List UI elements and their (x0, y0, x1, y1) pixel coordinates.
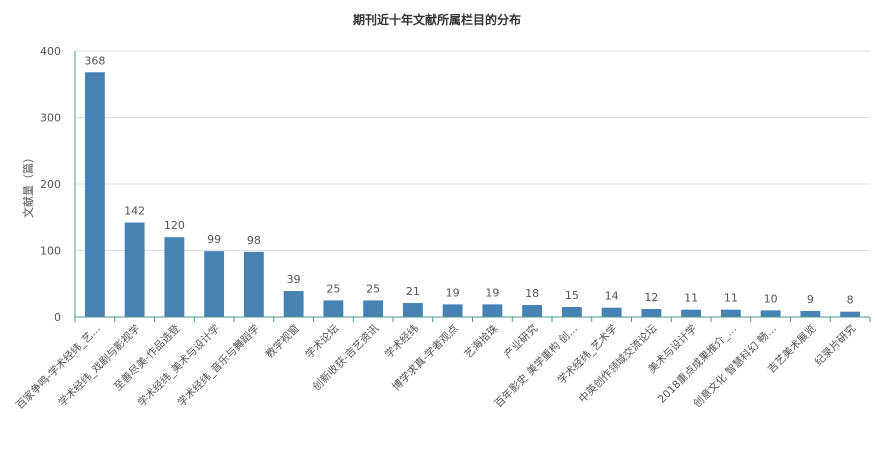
x-tick-label: 学术经纬_戏剧与影视学 (56, 322, 143, 409)
y-axis-ticks: 0 100 200 300 400 (40, 45, 61, 324)
bar (840, 311, 861, 317)
data-label: 18 (525, 287, 539, 300)
x-tick-label: 创新收获-吉艺资讯 (310, 322, 382, 394)
bar (243, 251, 264, 317)
data-label: 99 (207, 233, 221, 246)
bar (641, 309, 662, 317)
chart-title: 期刊近十年文献所属栏目的分布 (353, 12, 521, 27)
bar (601, 307, 622, 317)
bar (84, 72, 105, 317)
bar (363, 300, 384, 317)
bar (522, 305, 543, 317)
data-label: 12 (644, 291, 658, 304)
data-label: 10 (764, 292, 778, 305)
bar (402, 303, 423, 317)
x-tick-label: 学术经纬_音乐与舞蹈学 (175, 322, 262, 409)
bar (800, 311, 821, 317)
data-label: 8 (847, 294, 854, 307)
bars (84, 72, 861, 317)
x-tick-label: 产业研究 (501, 322, 540, 361)
bar (561, 307, 582, 317)
bar (323, 300, 344, 317)
gridlines (75, 50, 870, 251)
y-tick-label: 300 (40, 112, 61, 125)
x-tick-label: 教学视窗 (263, 322, 302, 361)
bar (482, 304, 503, 317)
bar (204, 251, 225, 317)
bar (283, 291, 304, 317)
data-label: 11 (684, 292, 698, 305)
data-label: 19 (485, 286, 499, 299)
x-tick-label: 至善尽美-作品选登 (111, 322, 183, 394)
x-tick-label: 中英创作领域交流论坛 (576, 322, 660, 406)
x-tick-label: 艺海拾珠 (462, 322, 501, 361)
bar (720, 309, 741, 317)
data-label: 25 (326, 282, 340, 295)
data-label: 25 (366, 282, 380, 295)
x-tick-label: 2018重点成果推介_… (655, 322, 739, 406)
x-axis-ticks: 百家争鸣-学术经纬_艺…学术经纬_戏剧与影视学至善尽美-作品选登学术经纬_美术与… (13, 317, 871, 412)
y-tick-label: 100 (40, 245, 61, 258)
data-label: 14 (605, 290, 619, 303)
data-label: 39 (287, 273, 301, 286)
data-label: 120 (164, 219, 185, 232)
data-label: 19 (446, 286, 460, 299)
y-axis-label: 文献量（篇） (21, 152, 35, 218)
x-tick-label: 博学求真-学者观点 (389, 322, 460, 393)
y-tick-label: 0 (54, 311, 61, 324)
x-tick-label: 学术经纬 (382, 322, 421, 361)
bar (442, 304, 463, 317)
bar (760, 310, 781, 317)
data-label: 15 (565, 289, 579, 302)
x-tick-label: 纪录片研究 (812, 322, 859, 369)
bar (164, 237, 185, 317)
data-label: 11 (724, 292, 738, 305)
data-label: 142 (124, 205, 145, 218)
y-tick-label: 400 (40, 45, 61, 58)
data-label: 9 (807, 293, 814, 306)
x-tick-label: 学术经纬_美术与设计学 (135, 322, 222, 409)
y-tick-label: 200 (40, 178, 61, 191)
data-label: 21 (406, 285, 420, 298)
x-tick-label: 学术论坛 (303, 322, 342, 361)
data-label: 368 (84, 54, 105, 67)
bar (681, 309, 702, 317)
data-label: 98 (247, 234, 261, 247)
bar (124, 222, 145, 317)
